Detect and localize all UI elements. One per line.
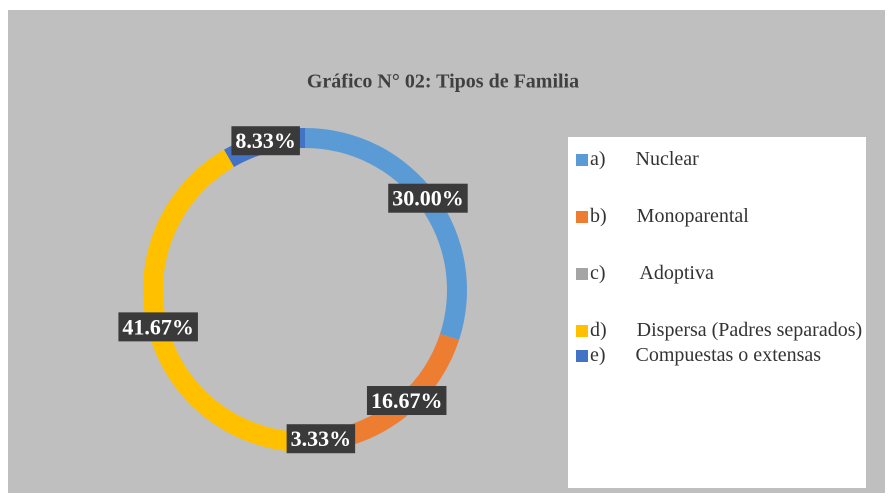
legend: a) Nuclear b) Monoparental c) Adoptiva d) D… <box>568 137 866 488</box>
legend-item: d) Dispersa (Padres separados) <box>576 318 866 343</box>
legend-item: a) Nuclear <box>576 147 866 172</box>
data-label-group: 3.33% <box>286 424 356 454</box>
data-label: 41.67% <box>122 314 194 339</box>
legend-swatch <box>576 211 588 223</box>
legend-swatch <box>576 154 588 166</box>
data-label-box <box>286 424 356 454</box>
chart-title: Gráfico N° 02: Tipos de Familia <box>307 71 579 93</box>
data-label: 30.00% <box>392 186 464 211</box>
data-label-group: 8.33% <box>231 126 300 156</box>
data-label-box <box>118 312 198 342</box>
data-label-box <box>388 183 468 213</box>
donut-segment <box>305 128 467 341</box>
legend-item: b) Monoparental <box>576 204 866 229</box>
data-label-group: 16.67% <box>366 386 447 416</box>
donut-segment <box>142 149 305 452</box>
data-label: 8.33% <box>235 128 296 153</box>
data-label-box <box>366 386 447 416</box>
legend-label: b) Monoparental <box>590 205 749 227</box>
legend-item: e) Compuestas o extensas <box>576 343 866 368</box>
legend-swatch <box>576 268 588 280</box>
data-label-group: 30.00% <box>388 183 468 213</box>
data-label: 16.67% <box>371 388 443 413</box>
legend-label: d) Dispersa (Padres separados) <box>590 319 863 341</box>
donut-segment <box>334 333 460 449</box>
legend-item: c) Adoptiva <box>576 261 866 286</box>
legend-label: e) Compuestas o extensas <box>590 344 822 366</box>
data-label-group: 41.67% <box>118 312 198 342</box>
legend-swatch <box>576 350 588 362</box>
data-label: 3.33% <box>291 426 352 451</box>
legend-label: c) Adoptiva <box>590 262 714 284</box>
legend-label: a) Nuclear <box>590 148 699 170</box>
legend-swatch <box>576 325 588 337</box>
data-label-box <box>231 126 300 156</box>
